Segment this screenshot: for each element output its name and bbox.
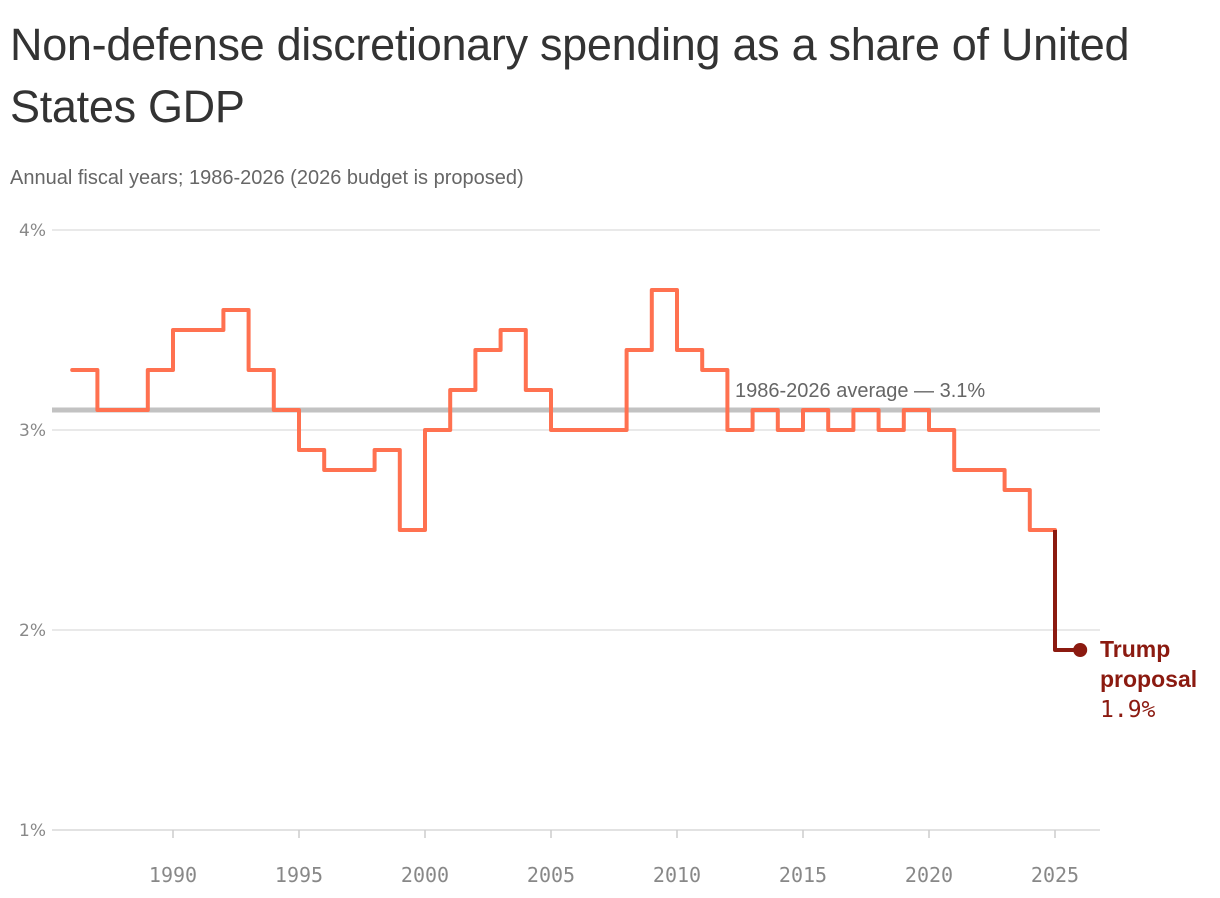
x-tick-label: 2020 [905, 863, 953, 887]
x-tick-label: 2015 [779, 863, 827, 887]
x-tick-label: 2010 [653, 863, 701, 887]
y-tick-label: 4% [19, 221, 46, 241]
proposal-label: proposal [1100, 666, 1197, 692]
proposal-point [1073, 643, 1088, 657]
average-label: 1986-2026 average — 3.1% [735, 380, 985, 402]
proposal-value-label: 1.9% [1100, 697, 1156, 723]
chart-title: Non-defense discretionary spending as a … [10, 19, 1130, 132]
x-tick-label: 1990 [149, 863, 197, 887]
proposal-label: Trump [1100, 636, 1170, 662]
chart-subtitle: Annual fiscal years; 1986-2026 (2026 bud… [10, 167, 524, 189]
y-tick-label: 3% [19, 421, 46, 441]
x-tick-label: 2025 [1031, 863, 1079, 887]
y-tick-label: 2% [19, 621, 46, 641]
x-tick-label: 2000 [401, 863, 449, 887]
proposal-line [1053, 530, 1081, 652]
y-tick-label: 1% [19, 821, 46, 841]
x-tick-label: 2005 [527, 863, 575, 887]
x-tick-label: 1995 [275, 863, 323, 887]
spending-line [70, 288, 1057, 532]
